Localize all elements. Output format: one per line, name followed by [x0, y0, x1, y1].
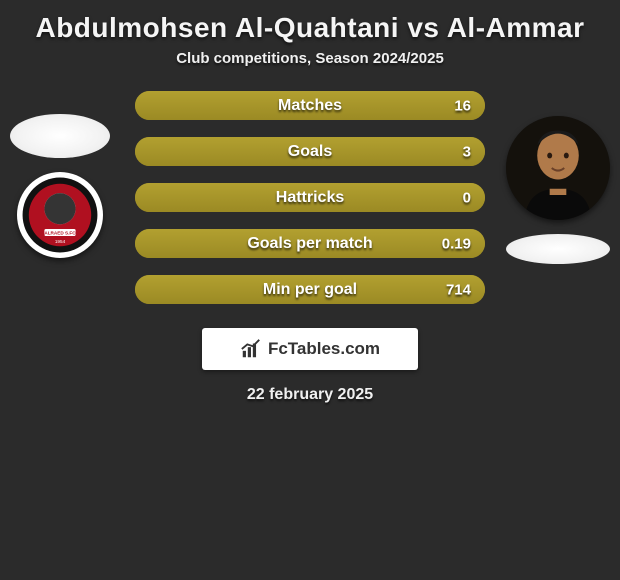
stat-value-right: 3	[463, 143, 471, 160]
stat-label: Hattricks	[276, 189, 344, 207]
stat-value-right: 714	[446, 281, 471, 298]
stat-label: Matches	[278, 97, 342, 115]
brand-box: FcTables.com	[202, 328, 418, 370]
stat-row-hattricks: Hattricks 0	[135, 183, 485, 212]
page-subtitle: Club competitions, Season 2024/2025	[0, 50, 620, 91]
stat-value-right: 16	[454, 97, 471, 114]
brand-text: FcTables.com	[268, 339, 380, 359]
stat-label: Goals	[288, 143, 332, 161]
stat-row-goals: Goals 3	[135, 137, 485, 166]
stat-row-matches: Matches 16	[135, 91, 485, 120]
stat-row-mpg: Min per goal 714	[135, 275, 485, 304]
stat-value-right: 0.19	[442, 235, 471, 252]
stat-bars: Matches 16 Goals 3 Hattricks 0 Goals per…	[0, 91, 620, 304]
infographic-root: Abdulmohsen Al-Quahtani vs Al-Ammar Club…	[0, 0, 620, 404]
stat-row-gpm: Goals per match 0.19	[135, 229, 485, 258]
bar-chart-icon	[240, 338, 262, 360]
stat-label: Goals per match	[247, 235, 372, 253]
footer-date: 22 february 2025	[0, 386, 620, 404]
stat-value-right: 0	[463, 189, 471, 206]
stat-label: Min per goal	[263, 281, 357, 299]
page-title: Abdulmohsen Al-Quahtani vs Al-Ammar	[0, 8, 620, 50]
